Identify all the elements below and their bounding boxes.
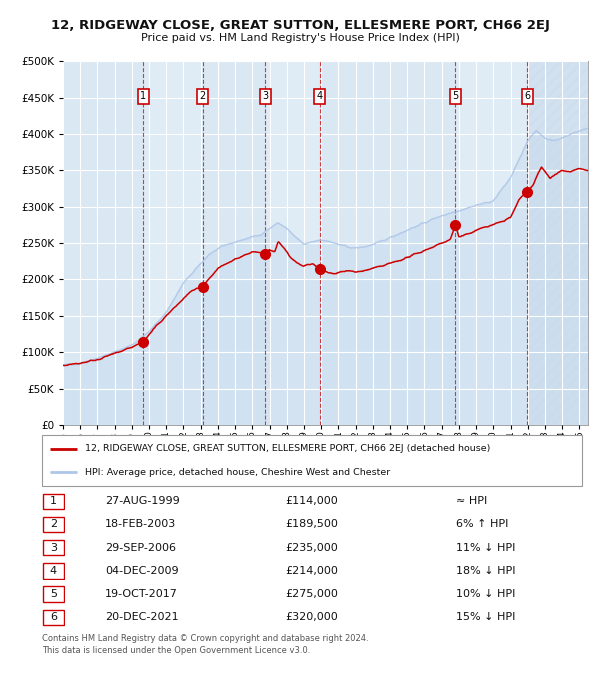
Text: £275,000: £275,000	[286, 589, 338, 599]
Text: £114,000: £114,000	[286, 496, 338, 506]
Bar	[63, 61, 143, 425]
Text: 5: 5	[452, 91, 458, 101]
Bar	[455, 61, 527, 425]
Text: 29-SEP-2006: 29-SEP-2006	[105, 543, 176, 553]
Text: 2: 2	[200, 91, 206, 101]
Bar	[527, 61, 588, 425]
Bar	[265, 61, 320, 425]
Text: 4: 4	[50, 566, 57, 576]
Text: Contains HM Land Registry data © Crown copyright and database right 2024.
This d: Contains HM Land Registry data © Crown c…	[42, 634, 368, 655]
Text: 12, RIDGEWAY CLOSE, GREAT SUTTON, ELLESMERE PORT, CH66 2EJ (detached house): 12, RIDGEWAY CLOSE, GREAT SUTTON, ELLESM…	[85, 445, 491, 454]
Bar	[527, 61, 588, 425]
Text: 10% ↓ HPI: 10% ↓ HPI	[456, 589, 515, 599]
Text: 4: 4	[317, 91, 323, 101]
Text: 19-OCT-2017: 19-OCT-2017	[105, 589, 178, 599]
FancyBboxPatch shape	[42, 435, 582, 486]
Bar	[320, 61, 455, 425]
Text: ≈ HPI: ≈ HPI	[456, 496, 487, 506]
Text: £320,000: £320,000	[286, 613, 338, 622]
Text: £214,000: £214,000	[286, 566, 338, 576]
Text: 2: 2	[50, 520, 57, 530]
Text: 04-DEC-2009: 04-DEC-2009	[105, 566, 179, 576]
Text: 15% ↓ HPI: 15% ↓ HPI	[456, 613, 515, 622]
FancyBboxPatch shape	[43, 610, 64, 625]
Text: 11% ↓ HPI: 11% ↓ HPI	[456, 543, 515, 553]
Text: 6: 6	[50, 613, 57, 622]
FancyBboxPatch shape	[43, 517, 64, 532]
FancyBboxPatch shape	[43, 586, 64, 602]
Text: 18% ↓ HPI: 18% ↓ HPI	[456, 566, 515, 576]
Text: 6% ↑ HPI: 6% ↑ HPI	[456, 520, 508, 530]
Text: 6: 6	[524, 91, 530, 101]
Text: 1: 1	[50, 496, 57, 506]
Text: 5: 5	[50, 589, 57, 599]
FancyBboxPatch shape	[43, 563, 64, 579]
Text: £189,500: £189,500	[286, 520, 338, 530]
Text: 27-AUG-1999: 27-AUG-1999	[105, 496, 180, 506]
Text: 1: 1	[140, 91, 146, 101]
Text: Price paid vs. HM Land Registry's House Price Index (HPI): Price paid vs. HM Land Registry's House …	[140, 33, 460, 43]
Text: 3: 3	[50, 543, 57, 553]
Text: £235,000: £235,000	[286, 543, 338, 553]
Text: 3: 3	[262, 91, 268, 101]
Text: 18-FEB-2003: 18-FEB-2003	[105, 520, 176, 530]
Text: 20-DEC-2021: 20-DEC-2021	[105, 613, 179, 622]
Text: 12, RIDGEWAY CLOSE, GREAT SUTTON, ELLESMERE PORT, CH66 2EJ: 12, RIDGEWAY CLOSE, GREAT SUTTON, ELLESM…	[50, 19, 550, 32]
FancyBboxPatch shape	[43, 494, 64, 509]
Bar	[143, 61, 203, 425]
Bar	[203, 61, 265, 425]
Text: HPI: Average price, detached house, Cheshire West and Chester: HPI: Average price, detached house, Ches…	[85, 468, 391, 477]
FancyBboxPatch shape	[43, 540, 64, 556]
